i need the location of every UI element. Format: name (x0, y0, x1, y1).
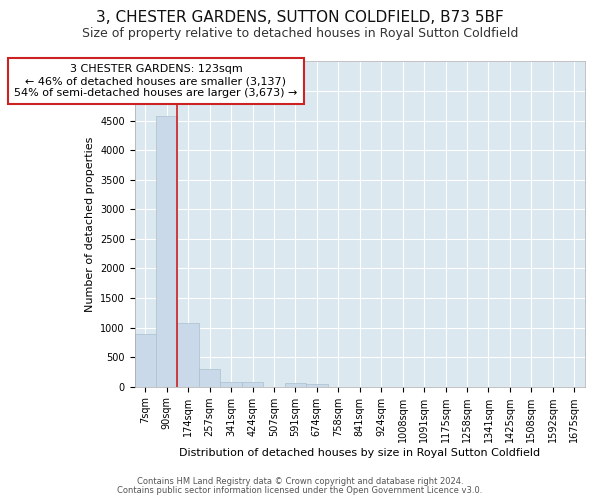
X-axis label: Distribution of detached houses by size in Royal Sutton Coldfield: Distribution of detached houses by size … (179, 448, 541, 458)
Bar (306, 384, 328, 386)
Y-axis label: Number of detached properties: Number of detached properties (85, 136, 95, 312)
Text: Contains public sector information licensed under the Open Government Licence v3: Contains public sector information licen… (118, 486, 482, 495)
Text: Contains HM Land Registry data © Crown copyright and database right 2024.: Contains HM Land Registry data © Crown c… (137, 477, 463, 486)
Bar (134, 334, 156, 386)
Text: 3, CHESTER GARDENS, SUTTON COLDFIELD, B73 5BF: 3, CHESTER GARDENS, SUTTON COLDFIELD, B7… (96, 10, 504, 25)
Text: 3 CHESTER GARDENS: 123sqm
← 46% of detached houses are smaller (3,137)
54% of se: 3 CHESTER GARDENS: 123sqm ← 46% of detac… (14, 64, 298, 98)
Bar (220, 382, 242, 386)
Bar (242, 382, 263, 386)
Bar (178, 324, 199, 386)
Bar (284, 384, 306, 386)
Text: Size of property relative to detached houses in Royal Sutton Coldfield: Size of property relative to detached ho… (82, 28, 518, 40)
Bar (156, 116, 178, 386)
Bar (199, 370, 220, 386)
